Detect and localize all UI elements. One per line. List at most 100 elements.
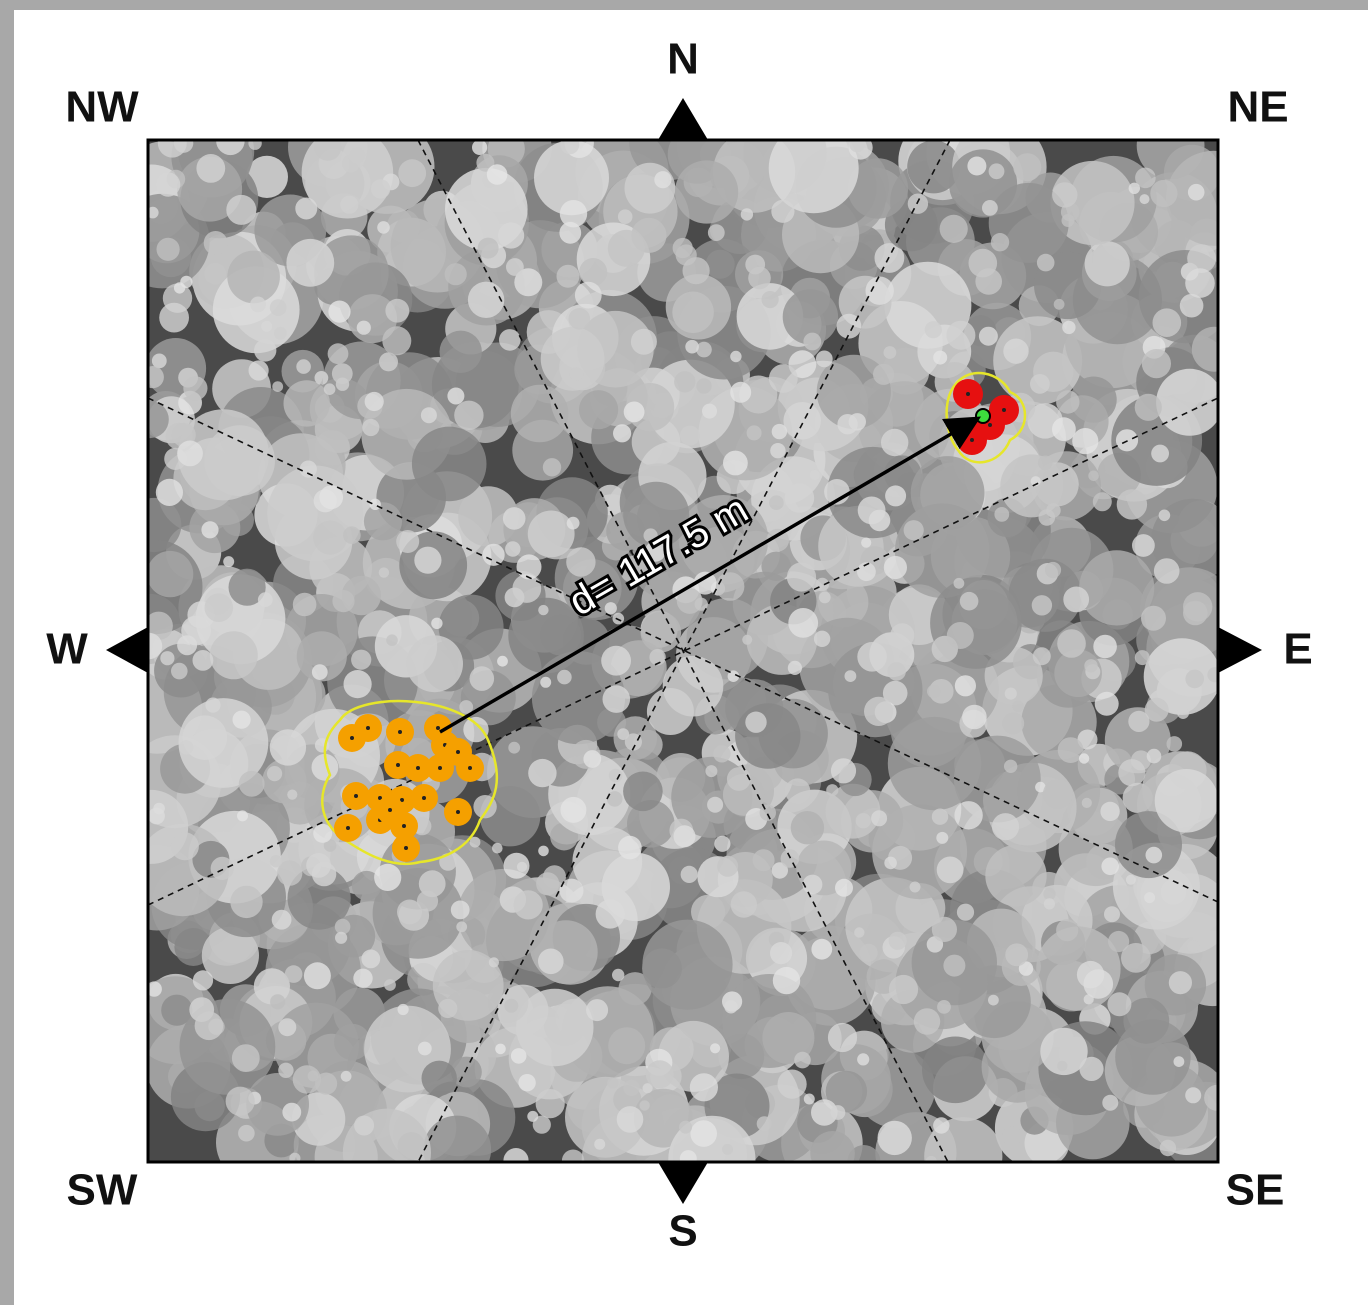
tree-crown <box>315 371 329 385</box>
tree-crown <box>1156 369 1223 436</box>
tree-crown <box>536 1089 565 1118</box>
tree-crown <box>230 886 262 918</box>
tree-crown <box>1079 1057 1103 1081</box>
tree-crown <box>1045 562 1061 578</box>
tree-crown <box>613 613 625 625</box>
tree-crown <box>503 507 526 530</box>
tree-crown <box>1079 753 1089 763</box>
tree-crown <box>177 441 203 467</box>
tree-crown <box>158 129 187 158</box>
tree-crown <box>579 258 607 286</box>
top-border <box>0 0 1368 10</box>
tree-crown <box>459 700 473 714</box>
tree-crown <box>803 333 821 351</box>
tree-crown <box>603 685 631 713</box>
tree-crown <box>495 1044 506 1055</box>
tree-crown <box>788 608 818 638</box>
tree-crown <box>933 351 947 365</box>
tree-crown <box>716 572 745 601</box>
tree-center <box>396 763 400 767</box>
tree-crown <box>332 363 353 384</box>
tree-crown <box>315 1073 337 1095</box>
south-arrow <box>658 1162 708 1204</box>
tree-crown <box>282 1103 301 1122</box>
tree-crown <box>785 483 815 513</box>
tree-crown <box>707 797 723 813</box>
tree-center <box>966 392 970 396</box>
tree-center <box>456 750 460 754</box>
tree-crown <box>702 404 717 419</box>
tree-crown <box>296 359 311 374</box>
tree-crown <box>1161 879 1187 905</box>
tree-crown <box>647 688 694 735</box>
tree-crown <box>417 890 438 911</box>
tree-crown <box>936 832 948 844</box>
tree-center <box>350 736 354 740</box>
tree-crown <box>286 239 334 287</box>
tree-crown <box>617 1106 644 1133</box>
tree-crown <box>979 327 998 346</box>
tree-crown <box>1057 629 1086 658</box>
tree-crown <box>142 366 164 388</box>
tree-crown <box>195 1012 224 1041</box>
tree-crown <box>910 882 921 893</box>
tree-crown <box>794 1052 811 1069</box>
tree-crown <box>933 1117 949 1133</box>
tree-crown <box>1052 182 1077 207</box>
tree-crown <box>210 631 258 679</box>
tree-crown <box>954 578 965 589</box>
tree-crown <box>769 495 784 510</box>
tree-crown <box>148 808 165 825</box>
tree-crown <box>270 299 287 316</box>
tree-crown <box>762 291 779 308</box>
tree-crown <box>705 765 717 777</box>
tree-crown <box>747 425 762 440</box>
tree-crown <box>385 299 409 323</box>
tree-crown <box>954 801 982 829</box>
tree-crown <box>514 890 543 919</box>
tree-crown <box>254 339 276 361</box>
tree-crown <box>518 1074 535 1091</box>
tree-crown <box>1183 592 1212 621</box>
tree-crown <box>623 1080 639 1096</box>
tree-crown <box>267 466 363 562</box>
tree-crown <box>904 520 924 540</box>
tree-crown <box>211 857 234 880</box>
tree-crown <box>324 383 336 395</box>
tree-crown <box>1056 390 1079 413</box>
tree-crown <box>1052 417 1076 441</box>
tree-crown <box>193 970 213 990</box>
tree-crown <box>1167 736 1183 752</box>
tree-crown <box>674 371 695 392</box>
tree-crown <box>557 670 572 685</box>
tree-crown <box>679 1121 692 1134</box>
tree-crown <box>937 857 964 884</box>
tree-crown <box>860 944 878 962</box>
tree-crown <box>845 670 857 682</box>
tree-crown <box>781 849 800 868</box>
tree-crown <box>249 360 269 380</box>
tree-crown <box>583 750 601 768</box>
tree-crown <box>412 427 487 502</box>
tree-crown <box>1032 595 1052 615</box>
tree-crown <box>445 263 467 285</box>
tree-crown <box>270 994 285 1009</box>
tree-crown <box>238 1125 255 1142</box>
tree-crown <box>398 159 426 187</box>
tree-crown <box>646 1060 674 1088</box>
tree-center <box>438 766 442 770</box>
tree-crown <box>770 443 785 458</box>
tree-crown <box>1056 919 1078 941</box>
tree-crown <box>1135 650 1150 665</box>
tree-crown <box>489 957 499 967</box>
tree-crown <box>343 526 361 544</box>
tree-crown <box>560 135 579 154</box>
tree-crown <box>201 521 218 538</box>
tree-crown <box>878 1121 912 1155</box>
tree-center <box>402 824 406 828</box>
tree-crown <box>601 646 631 676</box>
tree-crown <box>989 163 1005 179</box>
tree-crown <box>609 769 623 783</box>
tree-crown <box>570 367 584 381</box>
tree-crown <box>940 215 968 243</box>
